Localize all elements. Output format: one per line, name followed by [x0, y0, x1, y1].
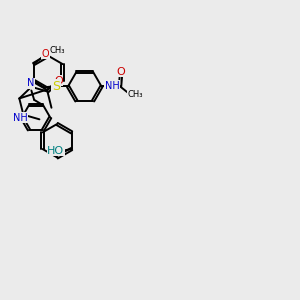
Text: NH: NH [105, 81, 119, 91]
Text: O: O [117, 67, 125, 77]
Text: HO: HO [47, 146, 64, 156]
Text: O: O [54, 76, 63, 86]
Text: S: S [52, 80, 60, 93]
Text: CH₃: CH₃ [127, 90, 142, 99]
Text: O: O [42, 49, 50, 59]
Text: N: N [27, 78, 34, 88]
Text: NH: NH [13, 113, 27, 123]
Text: CH₃: CH₃ [49, 46, 64, 55]
